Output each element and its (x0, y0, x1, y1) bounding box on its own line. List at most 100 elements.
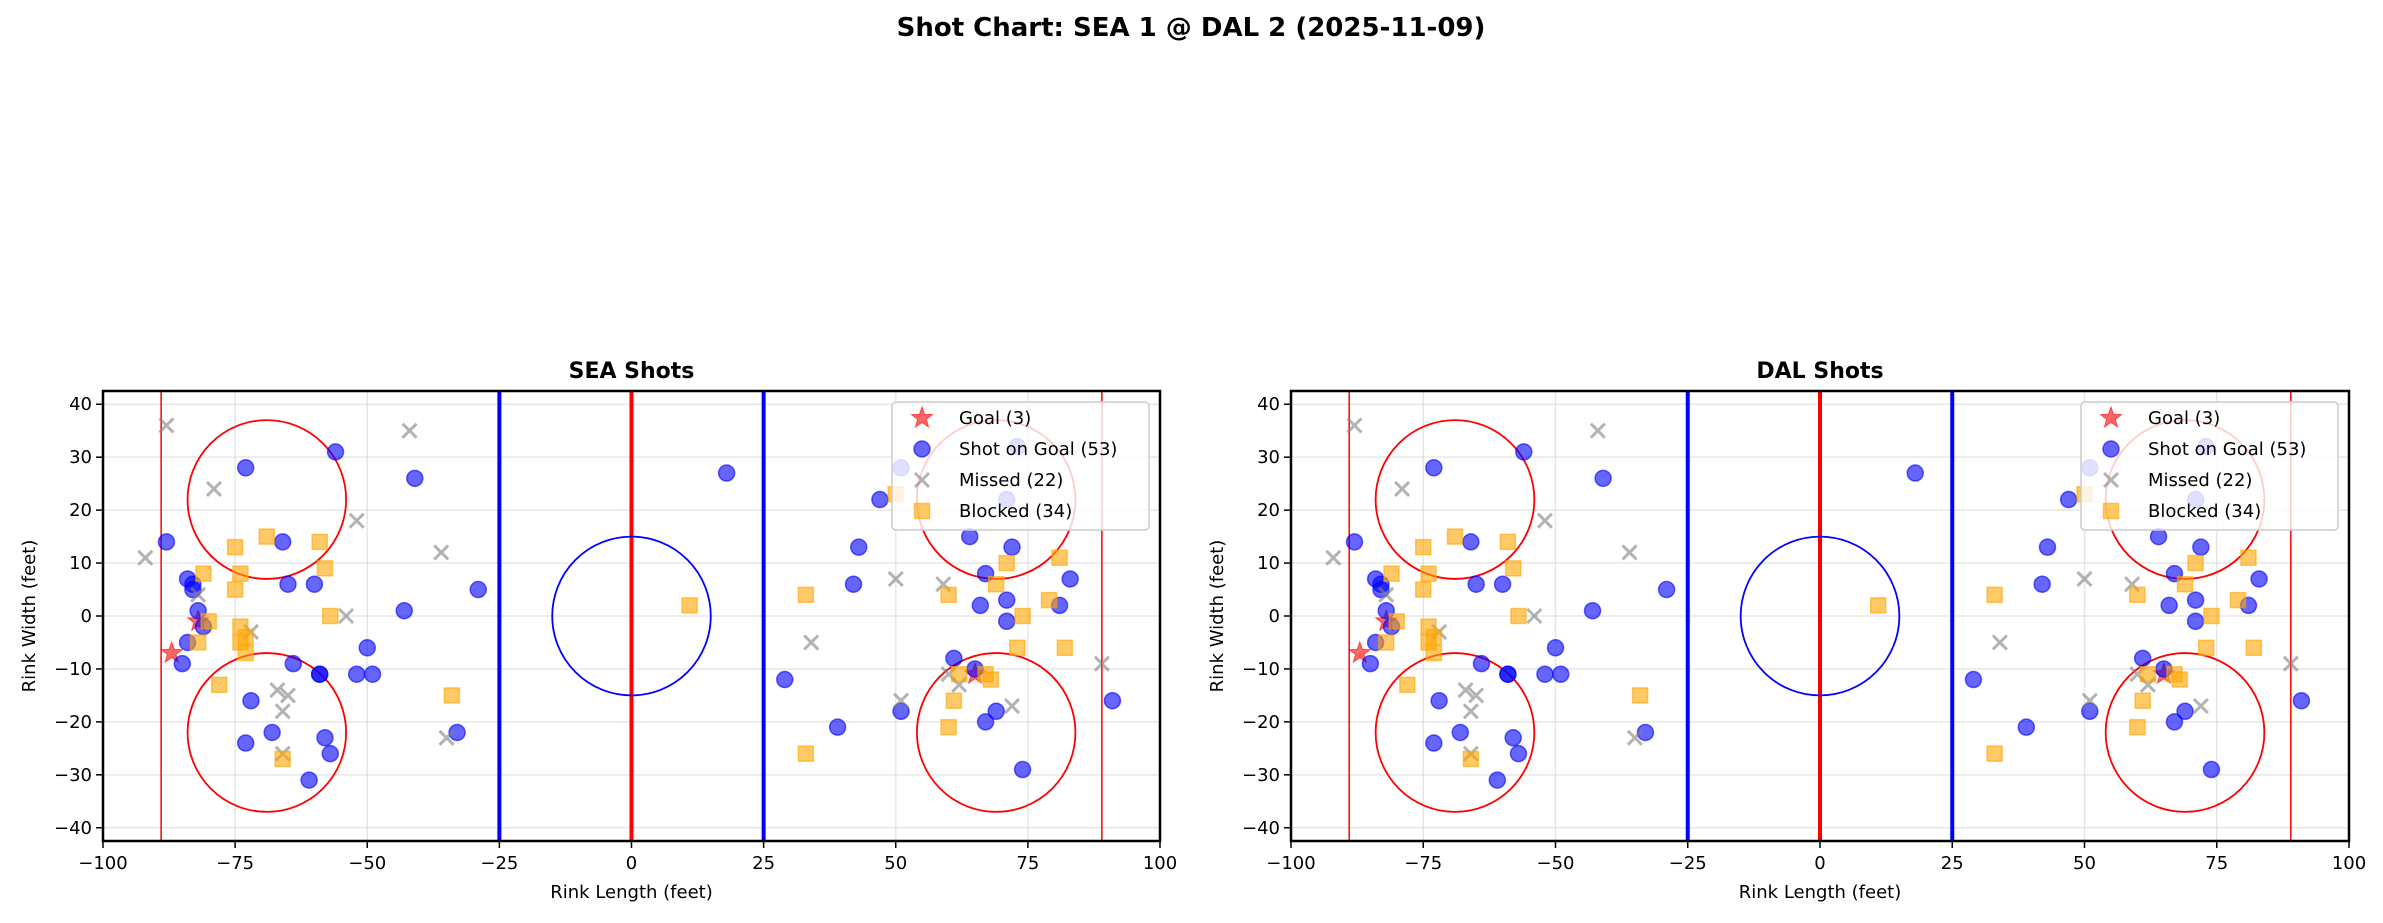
shot-point-circle (2292, 691, 2311, 710)
shot-point-x (1394, 480, 1411, 498)
shot-point-circle (997, 591, 1016, 609)
shot-point-square (2245, 639, 2263, 657)
y-tick-label: −30 (54, 765, 92, 786)
shot-point-x (1991, 634, 2008, 651)
x-tick-label: 75 (2205, 853, 2228, 874)
shot-point-circle (1583, 601, 1602, 620)
shot-point-circle (1361, 654, 1380, 673)
y-tick-label: 40 (1257, 394, 1280, 415)
legend: Goal (3) Shot on Goal (53) Missed (22) Bloc… (2080, 401, 2339, 531)
shot-point-circle (971, 596, 990, 615)
shot-point-square (1420, 565, 1437, 582)
shot-point-circle (1488, 771, 1507, 789)
shot-point-circle (2017, 718, 2036, 736)
faceoff-circle (1374, 652, 1536, 813)
shot-point-square (1415, 538, 1432, 556)
legend-marker-square (913, 502, 931, 520)
series-circle (1345, 437, 2311, 789)
shot-point-x (1589, 422, 1606, 439)
shot-point-square (226, 581, 244, 598)
shot-point-circle (1509, 744, 1528, 763)
x-tick-label: −50 (1537, 853, 1575, 874)
y-tick-label: 40 (69, 394, 92, 415)
shot-point-circle (1003, 538, 1021, 556)
shot-point-circle (321, 744, 340, 763)
y-tick-label: 20 (69, 500, 92, 521)
shot-point-square (189, 634, 207, 651)
x-tick-label: 100 (1143, 853, 1177, 874)
shot-point-square (2134, 692, 2151, 709)
y-tick-label: −40 (54, 818, 92, 839)
shot-point-x (190, 586, 207, 603)
sea-shots-axes: −100 −75 −50 −25 0 25 50 75 100−40−30−20−1001020… (19, 359, 1177, 903)
x-tick-label: 75 (1016, 853, 1039, 874)
shot-point-circle (358, 639, 376, 657)
faceoff-circle (186, 419, 348, 580)
shot-point-square (237, 644, 254, 662)
x-tick-label: −100 (78, 853, 127, 874)
shot-point-circle (1594, 469, 1612, 488)
shot-point-circle (347, 665, 366, 683)
shot-point-square (1986, 745, 2003, 762)
shot-point-square (1415, 581, 1432, 598)
shot-point-square (311, 533, 328, 551)
series-x (1325, 417, 2299, 762)
legend-box (2080, 401, 2339, 531)
shot-point-circle (1467, 575, 1485, 593)
faceoff-circle (915, 652, 1077, 813)
shot-point-x (887, 570, 904, 588)
shot-point-circle (2081, 702, 2099, 721)
legend-marker-x (2102, 471, 2120, 489)
shot-point-square (2240, 549, 2257, 567)
shot-point-square (195, 565, 212, 582)
shot-point-circle (2186, 612, 2205, 631)
shot-point-square (316, 560, 334, 577)
shot-point-circle (976, 713, 995, 731)
shot-point-square (226, 538, 244, 556)
shot-point-circle (2133, 649, 2152, 668)
shot-point-circle (1451, 723, 1470, 742)
legend-label: Missed (22) (959, 470, 1063, 491)
x-tick-label: 50 (2073, 853, 2096, 874)
shot-point-x (158, 417, 175, 434)
shot-point-square (950, 665, 968, 683)
shot-point-circle (173, 654, 192, 673)
shot-point-circle (945, 649, 963, 668)
shot-point-square (1383, 565, 1400, 582)
shot-point-x (1462, 703, 1479, 720)
shot-point-circle (892, 702, 910, 721)
shot-point-x (1526, 607, 1543, 625)
shot-point-circle (1964, 670, 1983, 689)
shot-point-x (1378, 586, 1395, 603)
shot-point-circle (717, 464, 736, 482)
shot-point-x (279, 687, 297, 704)
shot-point-square (1869, 597, 1887, 614)
shot-point-x (433, 544, 450, 561)
shot-point-circle (1103, 691, 1122, 710)
shot-point-x (2081, 692, 2098, 709)
shot-point-x (2076, 570, 2093, 588)
faceoff-circle (2104, 652, 2266, 813)
faceoff-circle (186, 652, 348, 813)
x-tick-label: −25 (480, 853, 518, 874)
shot-point-circle (2176, 702, 2194, 721)
shot-point-circle (997, 612, 1016, 631)
series-star (1347, 608, 2176, 685)
shot-point-circle (871, 490, 889, 509)
shot-point-circle (2033, 575, 2051, 593)
y-tick-label: −40 (1242, 818, 1280, 839)
shot-point-circle (1536, 665, 1554, 683)
shot-point-circle (1906, 464, 1924, 482)
y-tick-label: −20 (1242, 712, 1280, 733)
shot-point-square (1462, 750, 1480, 768)
shot-point-circle (279, 575, 297, 593)
legend-label: Blocked (34) (2148, 501, 2261, 522)
shot-point-square (2229, 591, 2247, 609)
x-axis-label: Rink Length (feet) (1739, 882, 1901, 903)
legend-label: Goal (3) (959, 408, 1031, 429)
legend-marker-square (2102, 502, 2120, 520)
legend-marker-x (913, 471, 931, 489)
shot-point-circle (2038, 538, 2057, 556)
shot-point-x (1468, 687, 1485, 704)
